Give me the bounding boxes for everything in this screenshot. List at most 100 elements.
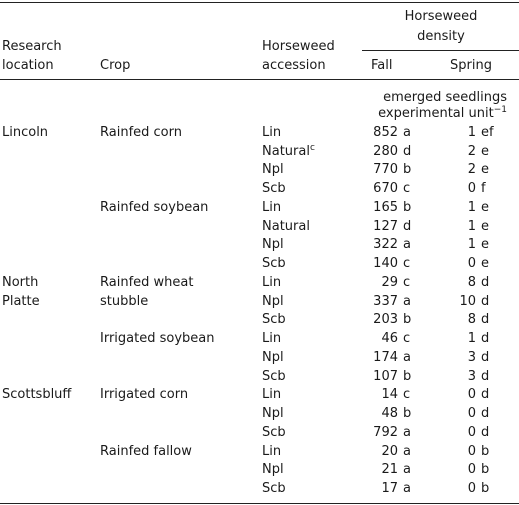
- fall-letter: b: [403, 199, 412, 215]
- units-exponent: −1: [493, 105, 507, 115]
- fall-value: 14: [381, 387, 398, 403]
- spring-value: 1: [467, 237, 476, 253]
- fall-value: 792: [373, 424, 398, 440]
- fall-letter: a: [403, 424, 411, 440]
- fall-letter: d: [403, 143, 412, 159]
- spring-value: 0: [467, 443, 476, 459]
- crop: Rainfed fallow: [100, 443, 192, 459]
- fall-letter: c: [403, 274, 411, 290]
- location: Lincoln: [2, 125, 49, 140]
- header-crop: Crop: [100, 58, 131, 73]
- spring-letter: e: [481, 256, 489, 272]
- header-location: Research: [2, 39, 62, 54]
- fall-letter: c: [403, 181, 411, 197]
- rule: [362, 50, 519, 51]
- spring-value: 0: [467, 256, 476, 272]
- header-location: location: [2, 58, 54, 73]
- fall-letter: a: [403, 443, 411, 459]
- header-spring: Spring: [450, 58, 492, 73]
- fall-value: 770: [373, 162, 398, 178]
- spring-letter: e: [481, 218, 489, 234]
- units: emerged seedlings: [383, 90, 507, 105]
- crop: Rainfed corn: [100, 125, 182, 140]
- accession: Npl: [262, 162, 284, 178]
- crop: stubble: [100, 293, 149, 309]
- location: Platte: [2, 293, 40, 309]
- spring-letter: e: [481, 143, 489, 159]
- location: Scottsbluff: [2, 387, 72, 403]
- spring-value: 2: [467, 143, 476, 159]
- spring-value: 1: [467, 125, 476, 140]
- spring-value: 1: [467, 199, 476, 215]
- accession: Lin: [262, 387, 282, 403]
- spring-value: 1: [467, 218, 476, 234]
- footnote-mark: c: [309, 142, 315, 153]
- fall-value: 29: [381, 274, 398, 290]
- spring-letter: d: [481, 293, 490, 309]
- rule: [0, 503, 519, 504]
- spring-letter: d: [481, 406, 490, 422]
- accession: Npl: [262, 462, 284, 478]
- accession: Npl: [262, 237, 284, 253]
- fall-value: 21: [381, 462, 398, 478]
- accession: Lin: [262, 199, 282, 215]
- fall-letter: a: [403, 462, 411, 478]
- header-density: Horseweed: [404, 9, 478, 24]
- spring-letter: e: [481, 237, 489, 253]
- spring-letter: d: [481, 424, 490, 440]
- spring-value: 0: [467, 181, 476, 197]
- fall-value: 203: [373, 312, 398, 328]
- header-density: density: [417, 29, 465, 44]
- crop: Rainfed soybean: [100, 199, 209, 215]
- rule: [0, 79, 519, 80]
- spring-value: 3: [467, 349, 476, 365]
- fall-value: 852: [373, 125, 398, 140]
- fall-value: 280: [373, 143, 398, 159]
- spring-letter: ef: [481, 125, 494, 140]
- spring-letter: e: [481, 162, 489, 178]
- accession: Scb: [262, 181, 286, 197]
- header-accession: accession: [262, 58, 326, 73]
- accession: Npl: [262, 349, 284, 365]
- spring-letter: f: [481, 181, 486, 197]
- spring-letter: d: [481, 387, 490, 403]
- accession: Scb: [262, 256, 286, 272]
- spring-letter: d: [481, 312, 490, 328]
- fall-letter: a: [403, 237, 411, 253]
- header-accession: Horseweed: [262, 39, 335, 54]
- spring-letter: d: [481, 274, 490, 290]
- crop: Rainfed wheat: [100, 274, 194, 290]
- fall-letter: c: [403, 256, 411, 272]
- spring-letter: e: [481, 199, 489, 215]
- accession: Lin: [262, 331, 282, 347]
- spring-value: 3: [467, 368, 476, 384]
- units-text: experimental unit: [378, 106, 494, 121]
- fall-letter: a: [403, 125, 411, 140]
- spring-value: 0: [467, 387, 476, 403]
- spring-value: 0: [467, 481, 476, 497]
- fall-value: 670: [373, 181, 398, 197]
- crop: Irrigated soybean: [100, 331, 215, 347]
- spring-value: 8: [467, 274, 476, 290]
- accession: Lin: [262, 443, 282, 459]
- accession: Naturalc: [262, 142, 315, 160]
- spring-letter: b: [481, 443, 490, 459]
- fall-letter: b: [403, 406, 412, 422]
- accession: Scb: [262, 368, 286, 384]
- accession: Scb: [262, 424, 286, 440]
- fall-letter: c: [403, 331, 411, 347]
- accession: Scb: [262, 312, 286, 328]
- fall-value: 48: [381, 406, 398, 422]
- accession: Natural: [262, 218, 310, 234]
- fall-letter: b: [403, 162, 412, 178]
- spring-letter: d: [481, 331, 490, 347]
- fall-value: 322: [373, 237, 398, 253]
- location: North: [2, 274, 39, 290]
- spring-value: 0: [467, 406, 476, 422]
- fall-letter: b: [403, 368, 412, 384]
- accession: Scb: [262, 481, 286, 497]
- spring-letter: d: [481, 349, 490, 365]
- spring-letter: d: [481, 368, 490, 384]
- spring-value: 0: [467, 462, 476, 478]
- accession: Lin: [262, 125, 282, 140]
